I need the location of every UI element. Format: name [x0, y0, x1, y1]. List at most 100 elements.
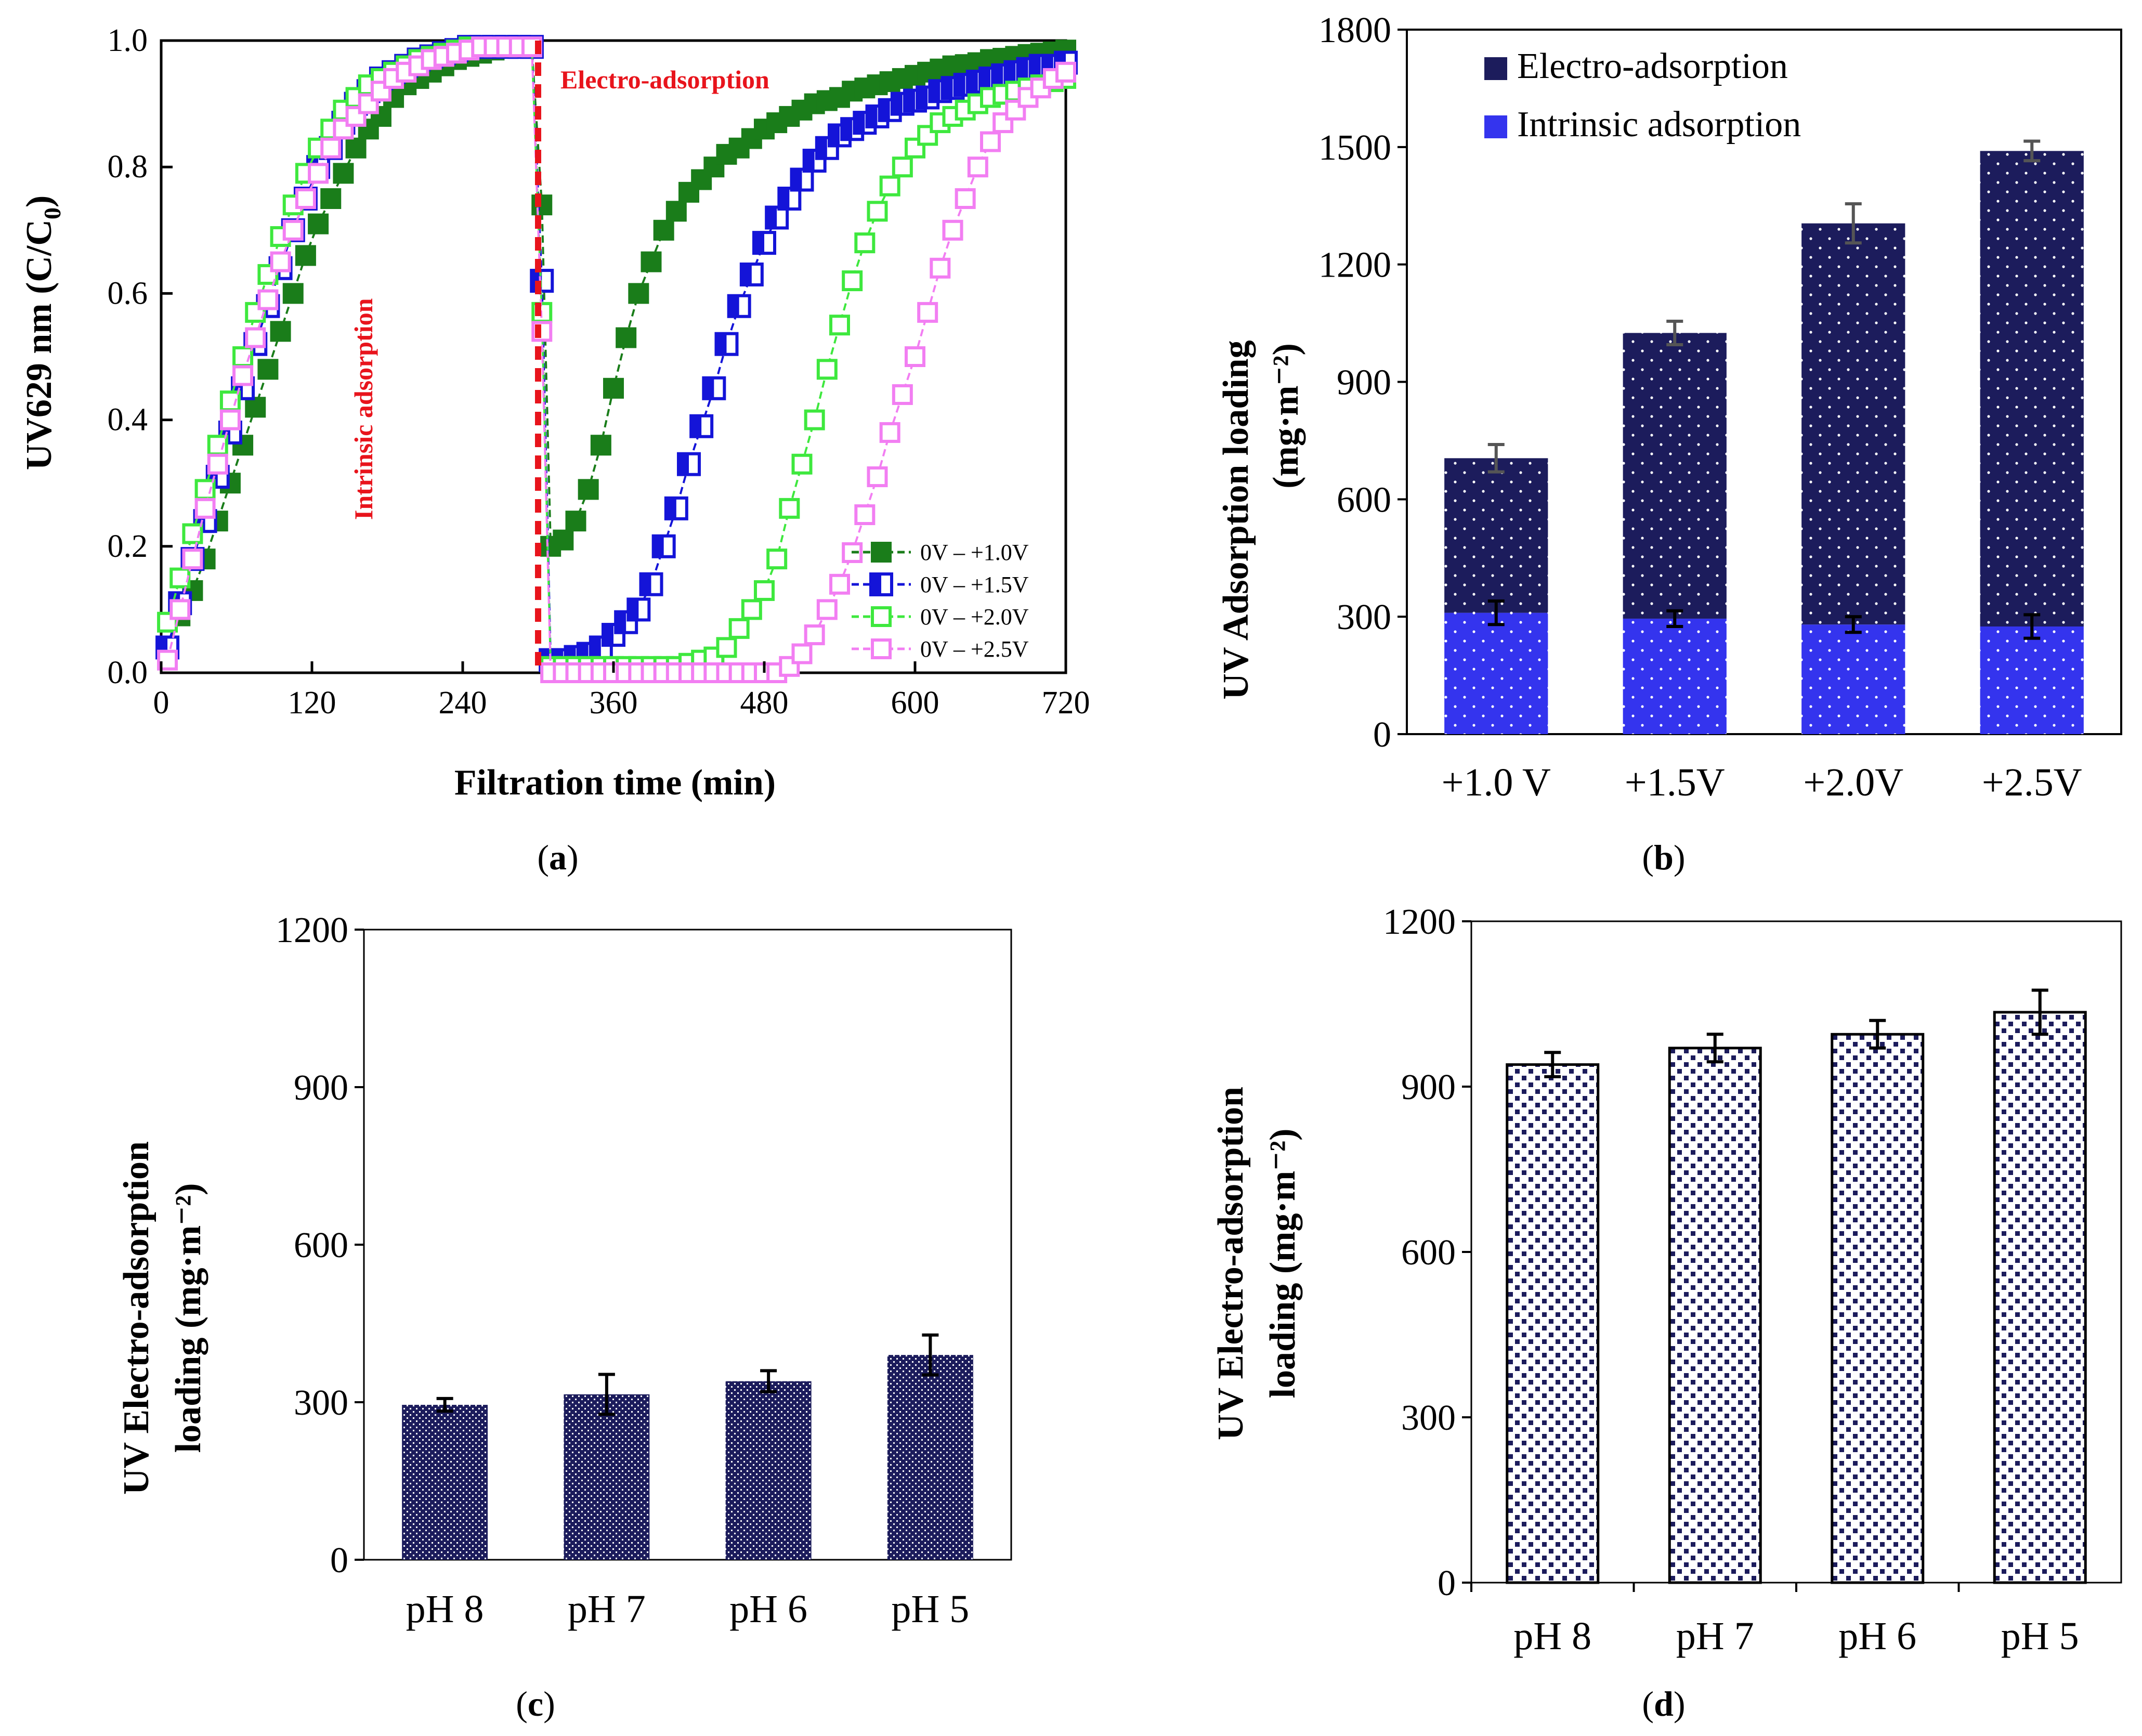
a-data-point	[232, 365, 254, 386]
a-x-tick-label: 240	[439, 685, 487, 721]
a-data-point	[1055, 61, 1076, 83]
marker-half-fill	[653, 536, 664, 557]
a-data-point	[854, 232, 876, 254]
marker-square	[320, 188, 342, 209]
marker-half-fill	[641, 573, 651, 595]
marker-square	[917, 302, 938, 323]
a-data-point	[653, 219, 674, 241]
marker-half-fill	[678, 453, 689, 475]
c-error-bar	[922, 1333, 939, 1377]
b-bar-electro	[1801, 223, 1905, 625]
marker-half-fill	[628, 599, 639, 620]
marker-square	[779, 656, 800, 677]
a-data-point	[790, 167, 814, 192]
b-y-axis-label-line2: (mg·m⁻²)	[1266, 343, 1306, 489]
a-y-tick-label: 0.6	[108, 276, 148, 311]
a-data-point	[282, 219, 304, 241]
marker-half-fill	[854, 112, 865, 134]
a-data-point	[779, 498, 800, 519]
a-data-point	[816, 599, 838, 620]
marker-half-fill	[779, 188, 790, 209]
a-data-point	[603, 377, 624, 399]
c-bar	[402, 1405, 488, 1560]
b-legend-label: Electro-adsorption	[1517, 46, 1788, 86]
a-data-point	[752, 231, 776, 255]
a-data-point	[565, 511, 586, 532]
marker-half-fill	[992, 64, 1003, 86]
b-error-electro	[1487, 442, 1505, 474]
a-y-tick-label: 0.8	[108, 149, 148, 185]
c-y-tick-label: 600	[294, 1225, 348, 1265]
marker-half-fill	[1030, 55, 1041, 76]
marker-square	[879, 175, 900, 197]
c-bar	[887, 1355, 973, 1560]
marker-square	[182, 549, 203, 570]
c-x-tick-label: pH 6	[729, 1587, 807, 1631]
a-data-point	[270, 321, 291, 342]
marker-half-fill	[816, 137, 827, 159]
panel-a-scatter: 0 120 240 360 480 600 720 0.0 0.2 0.4 0.6 0.8 1.0 El…	[19, 23, 1090, 877]
marker-square	[829, 315, 850, 336]
marker-square	[207, 453, 228, 475]
a-data-point	[791, 453, 813, 475]
marker-half-fill	[942, 77, 953, 99]
a-data-point	[829, 573, 850, 595]
a-y-tick-label: 0.4	[108, 402, 148, 438]
a-y-tick-label: 0.0	[108, 655, 148, 690]
d-y-tick-label: 300	[1401, 1398, 1456, 1438]
a-legend-entry: 0V – +1.0V	[852, 540, 1029, 565]
d-plot-area: 0 300 600 900 1200 pH 8 pH 7 pH 6 pH 5	[1383, 902, 2122, 1658]
marker-square	[245, 327, 266, 348]
d-error-bar	[2031, 988, 2048, 1036]
marker-square	[842, 270, 863, 292]
a-data-point	[553, 529, 574, 551]
b-y-tick-label: 600	[1337, 480, 1391, 520]
a-data-point	[182, 549, 203, 570]
b-bar-electro	[1623, 333, 1727, 619]
marker-square	[616, 327, 637, 348]
marker-half-fill	[867, 106, 878, 127]
a-data-point	[917, 302, 938, 323]
a-data-point	[614, 610, 638, 634]
c-x-tick-label: pH 8	[406, 1587, 484, 1631]
b-plot-area: 0 300 600 900 1200 1500 1800 +1.0 V +1.5V +2.0V +2…	[1318, 10, 2122, 804]
a-data-point	[842, 270, 863, 292]
a-data-point	[182, 523, 203, 544]
a-data-point	[257, 359, 279, 380]
marker-square	[665, 201, 687, 222]
a-data-point	[955, 188, 976, 209]
a-data-point	[194, 498, 216, 519]
d-y-axis-label-line2: loading (mg·m⁻²)	[1263, 1129, 1303, 1399]
a-data-point	[804, 624, 825, 646]
c-y-tick-label: 0	[330, 1541, 348, 1581]
a-axis-ticks: 0 120 240 360 480 600 720 0.0 0.2 0.4 0.6 0.8 1.0	[108, 23, 1090, 721]
a-data-point	[942, 219, 963, 241]
marker-square	[531, 194, 553, 216]
a-data-point	[739, 262, 764, 286]
marker-square	[854, 504, 876, 525]
d-x-tick-label: pH 7	[1676, 1614, 1754, 1658]
a-data-point	[651, 534, 676, 558]
c-y-axis-label-line1: UV Electro-adsorption	[116, 1141, 156, 1495]
d-bar	[1993, 1011, 2087, 1584]
marker-square	[967, 156, 988, 178]
a-data-point	[207, 453, 228, 475]
a-intrinsic-annotation: Intrinsic adsorption	[349, 298, 378, 520]
marker-square	[653, 219, 674, 241]
a-data-point	[728, 618, 750, 639]
marker-square	[308, 163, 329, 184]
a-x-tick-label: 480	[740, 685, 789, 721]
c-panel-caption: (c)	[516, 1684, 555, 1724]
d-panel-caption: (d)	[1642, 1684, 1685, 1724]
b-y-tick-label: 1200	[1318, 245, 1391, 285]
a-data-point	[677, 452, 701, 476]
a-data-point	[295, 188, 316, 209]
marker-square	[169, 567, 191, 589]
marker-square	[333, 163, 354, 184]
a-data-point	[665, 201, 687, 222]
c-error-bar	[598, 1373, 615, 1416]
b-legend-swatch	[1484, 57, 1507, 80]
a-data-point	[345, 106, 367, 127]
a-legend-label: 0V – +1.0V	[920, 540, 1029, 565]
marker-square	[892, 156, 913, 178]
